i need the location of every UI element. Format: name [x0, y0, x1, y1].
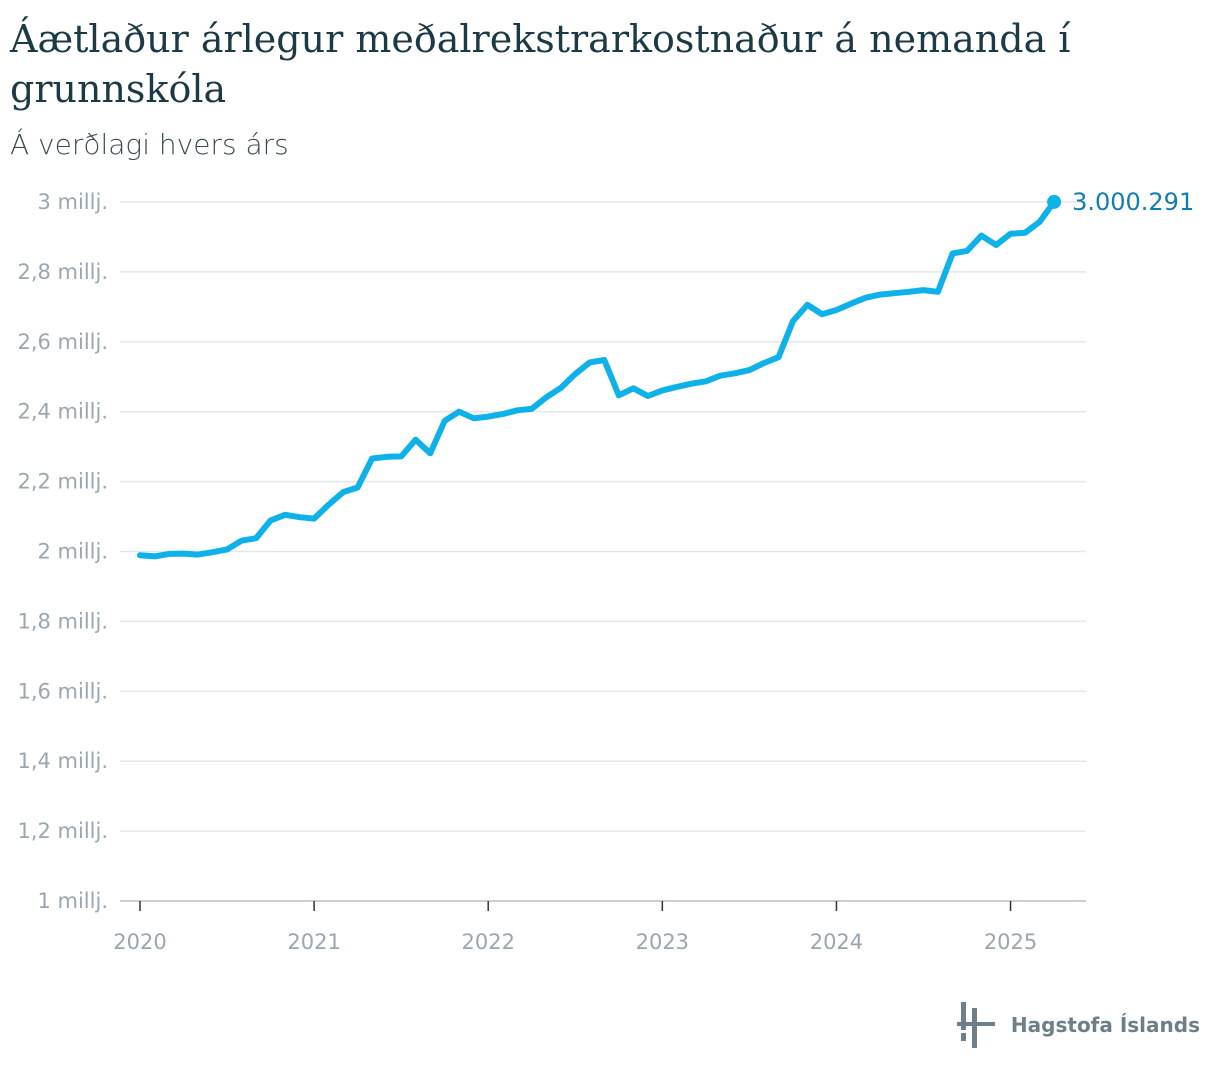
x-tick-label: 2022 — [461, 930, 514, 954]
y-tick-label: 1,4 millj. — [17, 749, 108, 773]
chart-title: Áætlaður árlegur meðalrekstrarkostnaður … — [10, 17, 1071, 111]
x-tick-label: 2020 — [113, 930, 166, 954]
y-tick-label: 1,6 millj. — [17, 679, 108, 703]
y-tick-label: 2,2 millj. — [17, 470, 108, 494]
y-tick-label: 1 millj. — [37, 889, 108, 913]
y-tick-label: 1,8 millj. — [17, 609, 108, 633]
series-line — [137, 198, 1058, 560]
series-layer: 3.000.291 — [137, 188, 1194, 560]
x-tick-label: 2025 — [984, 930, 1037, 954]
end-point-marker — [1047, 194, 1062, 209]
x-tick-label: 2023 — [636, 930, 689, 954]
x-tick-label: 2021 — [287, 930, 340, 954]
hagstofa-logo-icon — [956, 1002, 995, 1048]
y-axis-ticks: 1 millj. 1,2 millj. 1,4 millj. 1,6 millj. 1,… — [17, 190, 108, 913]
brand-logo: Hagstofa Íslands — [956, 1000, 1200, 1050]
chart-subtitle: Á verðlagi hvers árs — [10, 128, 289, 161]
y-tick-label: 2 millj. — [37, 540, 108, 564]
line-chart: 1 millj. 1,2 millj. 1,4 millj. 1,6 millj. 1,… — [17, 188, 1194, 954]
x-axis: 2020 2021 2022 2023 2024 2025 — [113, 901, 1037, 954]
y-tick-label: 3 millj. — [37, 190, 108, 214]
end-value-label: 3.000.291 — [1072, 188, 1194, 216]
brand-name: Hagstofa Íslands — [1010, 1013, 1200, 1037]
y-tick-label: 2,8 millj. — [17, 260, 108, 284]
grid-lines — [120, 201, 1086, 902]
y-tick-label: 2,4 millj. — [17, 400, 108, 424]
y-tick-label: 2,6 millj. — [17, 330, 108, 354]
x-tick-label: 2024 — [810, 930, 863, 954]
y-tick-label: 1,2 millj. — [17, 819, 108, 843]
